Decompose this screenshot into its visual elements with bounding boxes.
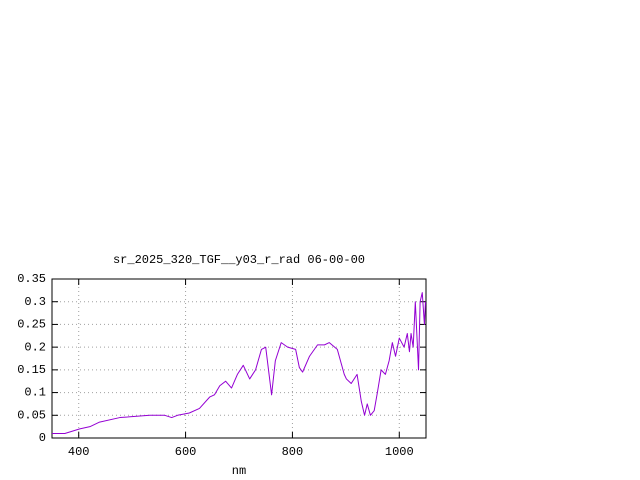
y-tick-label: 0.1 [24, 386, 46, 400]
x-tick-label: 800 [282, 445, 304, 459]
x-tick-label: 400 [68, 445, 90, 459]
y-tick-label: 0.35 [17, 272, 46, 286]
chart-title: sr_2025_320_TGF__y03_r_rad 06-00-00 [113, 253, 365, 267]
y-tick-label: 0.25 [17, 318, 46, 332]
x-tick-label: 1000 [385, 445, 414, 459]
y-tick-label: 0.05 [17, 408, 46, 422]
y-tick-label: 0.2 [24, 340, 46, 354]
x-tick-label: 600 [175, 445, 197, 459]
plot-border [51, 278, 427, 439]
data-line [52, 292, 426, 434]
y-tick-label: 0.3 [24, 295, 46, 309]
y-tick-label: 0.15 [17, 363, 46, 377]
x-axis-label: nm [232, 464, 246, 478]
y-tick-label: 0 [39, 431, 46, 445]
